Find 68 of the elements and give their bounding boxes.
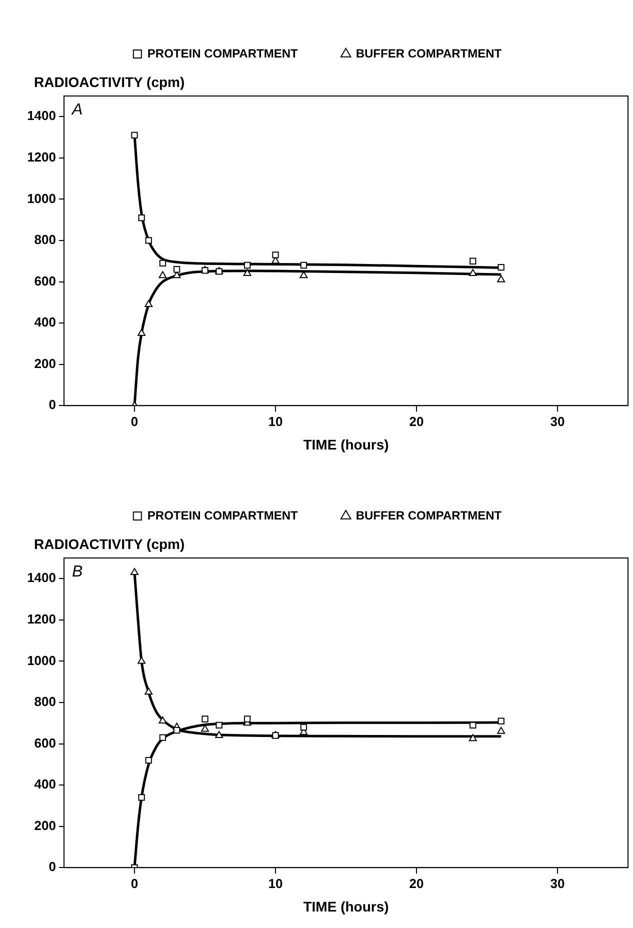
point [138, 328, 146, 336]
point [497, 726, 506, 734]
point [201, 724, 209, 732]
point [468, 734, 477, 742]
point [144, 688, 153, 695]
point [468, 269, 477, 276]
x-tick-label: 10 [268, 876, 283, 891]
point [159, 260, 166, 267]
point [131, 132, 138, 139]
point [243, 269, 252, 276]
y-tick-label: 1200 [27, 612, 56, 626]
point [470, 722, 476, 729]
point [216, 722, 222, 729]
annotation: A [71, 101, 83, 118]
point [138, 214, 145, 222]
y-tick-label: 600 [34, 735, 56, 750]
y-tick-label: 1000 [27, 190, 56, 206]
point [144, 300, 153, 307]
y-tick-label: 1200 [27, 150, 56, 164]
point [130, 568, 138, 575]
x-tick-label: 20 [409, 414, 424, 429]
y-tick-label: 600 [34, 273, 56, 288]
x-tick-label: 0 [130, 414, 138, 429]
y-axis-title: RADIOACTIVITY (cpm) [34, 536, 185, 552]
point [497, 275, 506, 282]
x-tick-label: 0 [130, 876, 138, 891]
point [173, 266, 180, 273]
point [300, 724, 308, 731]
y-tick-label: 200 [34, 356, 56, 371]
point [498, 718, 504, 724]
legend-label: PROTEIN COMPARTMENT [147, 508, 299, 522]
y-tick-label: 800 [34, 694, 56, 710]
point [138, 794, 145, 801]
y-tick-label: 1000 [27, 652, 56, 668]
legend-label: PROTEIN COMPARTMENT [147, 46, 299, 60]
y-tick-label: 200 [34, 818, 56, 833]
x-axis-title: TIME (hours) [303, 436, 389, 452]
legend-label: BUFFER COMPARTMENT [356, 508, 502, 522]
y-tick-label: 400 [34, 776, 56, 792]
y-tick-label: 1400 [27, 108, 56, 124]
point [244, 716, 251, 722]
x-tick-label: 30 [550, 876, 565, 891]
y-tick-label: 0 [48, 397, 56, 412]
y-tick-label: 0 [48, 859, 56, 874]
point [145, 756, 152, 764]
y-tick-label: 800 [34, 232, 56, 248]
x-tick-label: 30 [550, 414, 565, 429]
y-tick-label: 400 [34, 314, 56, 330]
point [173, 727, 180, 734]
y-tick-label: 1400 [27, 570, 56, 586]
x-tick-label: 20 [409, 876, 424, 891]
point [300, 262, 308, 269]
point [244, 262, 251, 269]
point [470, 258, 476, 264]
annotation: B [72, 563, 83, 580]
y-axis-title: RADIOACTIVITY (cpm) [34, 74, 185, 90]
point [158, 716, 167, 724]
point [159, 734, 166, 741]
point [202, 716, 208, 722]
point [498, 264, 504, 271]
x-tick-label: 10 [268, 414, 283, 429]
point [215, 731, 224, 738]
point [272, 252, 279, 258]
point [138, 656, 146, 664]
point [158, 271, 167, 278]
x-axis-title: TIME (hours) [303, 898, 389, 914]
point [145, 237, 152, 244]
legend-label: BUFFER COMPARTMENT [356, 46, 502, 60]
